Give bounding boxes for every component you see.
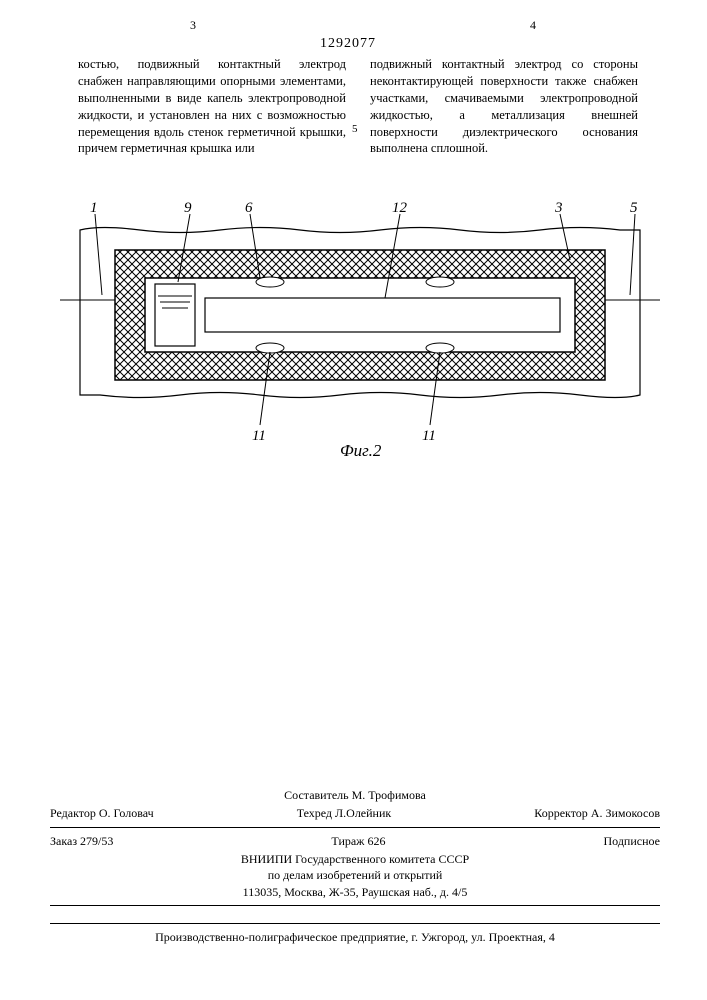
text-column-right: подвижный контактный электрод со стороны… <box>370 56 638 157</box>
footer-tirazh: Тираж 626 <box>331 834 385 849</box>
footer-address: 113035, Москва, Ж-35, Раушская наб., д. … <box>50 884 660 901</box>
footer-printer: Производственно-полиграфическое предприя… <box>50 923 660 945</box>
footer-order: Заказ 279/53 <box>50 834 113 849</box>
fig-label-5: 5 <box>630 200 638 216</box>
page-number-left: 3 <box>190 18 196 33</box>
fig-label-3: 3 <box>554 200 563 216</box>
fig-label-1: 1 <box>90 200 98 216</box>
page-number-right: 4 <box>530 18 536 33</box>
footer-subscription: Подписное <box>604 834 661 849</box>
fig-label-11a: 11 <box>252 428 266 444</box>
text-column-left: костью, подвижный контактный электрод сн… <box>78 56 346 157</box>
line-number-5: 5 <box>352 123 358 135</box>
footer-editor: Редактор О. Головач <box>50 806 154 821</box>
fig-label-11b: 11 <box>422 428 436 444</box>
fig-label-9: 9 <box>184 200 192 216</box>
footer-block: Составитель М. Трофимова Редактор О. Гол… <box>50 787 660 910</box>
footer-org1: ВНИИПИ Государственного комитета СССР <box>50 851 660 868</box>
footer-org2: по делам изобретений и открытий <box>50 867 660 884</box>
footer-compiler: Составитель М. Трофимова <box>50 787 660 804</box>
figure-2: 1 9 6 12 3 5 11 11 Фиг.2 <box>60 200 660 460</box>
fig-label-6: 6 <box>245 200 253 216</box>
fig-label-12: 12 <box>392 200 408 216</box>
figure-caption: Фиг.2 <box>340 441 382 460</box>
document-number: 1292077 <box>320 36 376 52</box>
footer-corrector: Корректор А. Зимокосов <box>534 806 660 821</box>
footer-techred: Техред Л.Олейник <box>297 806 392 821</box>
